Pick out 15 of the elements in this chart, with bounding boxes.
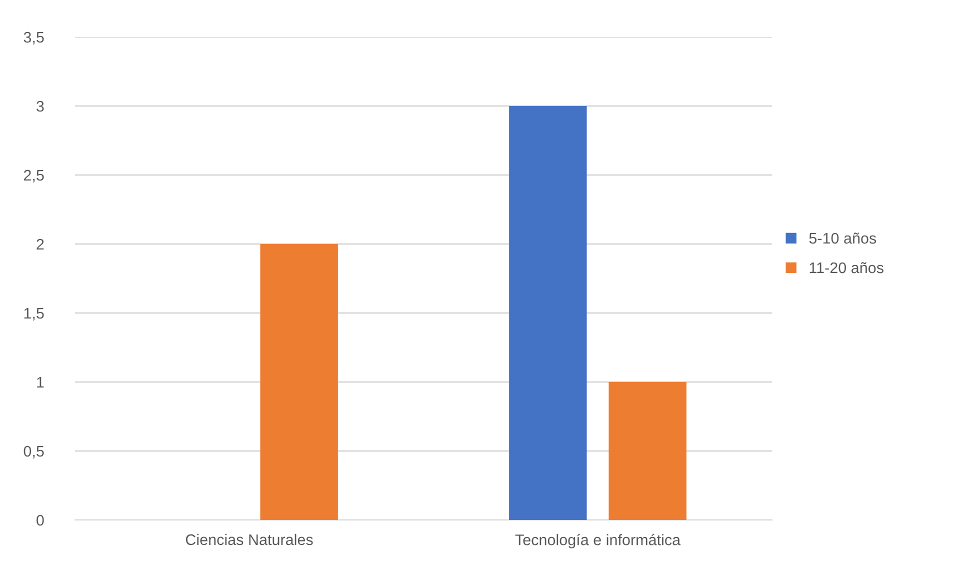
y-tick-label: 2 xyxy=(36,238,44,250)
y-tick-label: 0,5 xyxy=(24,446,44,458)
x-tick-label: Tecnología e informática xyxy=(515,534,681,548)
legend-label: 11-20 años xyxy=(810,262,884,274)
y-tick-label: 2,5 xyxy=(24,170,44,182)
y-tick-label: 0 xyxy=(36,514,44,526)
bar xyxy=(260,244,338,520)
bar xyxy=(509,106,587,520)
y-tick-label: 1,5 xyxy=(24,308,44,320)
legend-label: 5-10 años xyxy=(809,232,876,244)
bar xyxy=(608,382,686,520)
x-tick-label: Ciencias Naturales xyxy=(186,534,313,546)
y-tick-label: 1 xyxy=(37,377,44,388)
y-tick-label: 3 xyxy=(36,100,44,112)
y-tick-label: 3,5 xyxy=(24,32,44,44)
